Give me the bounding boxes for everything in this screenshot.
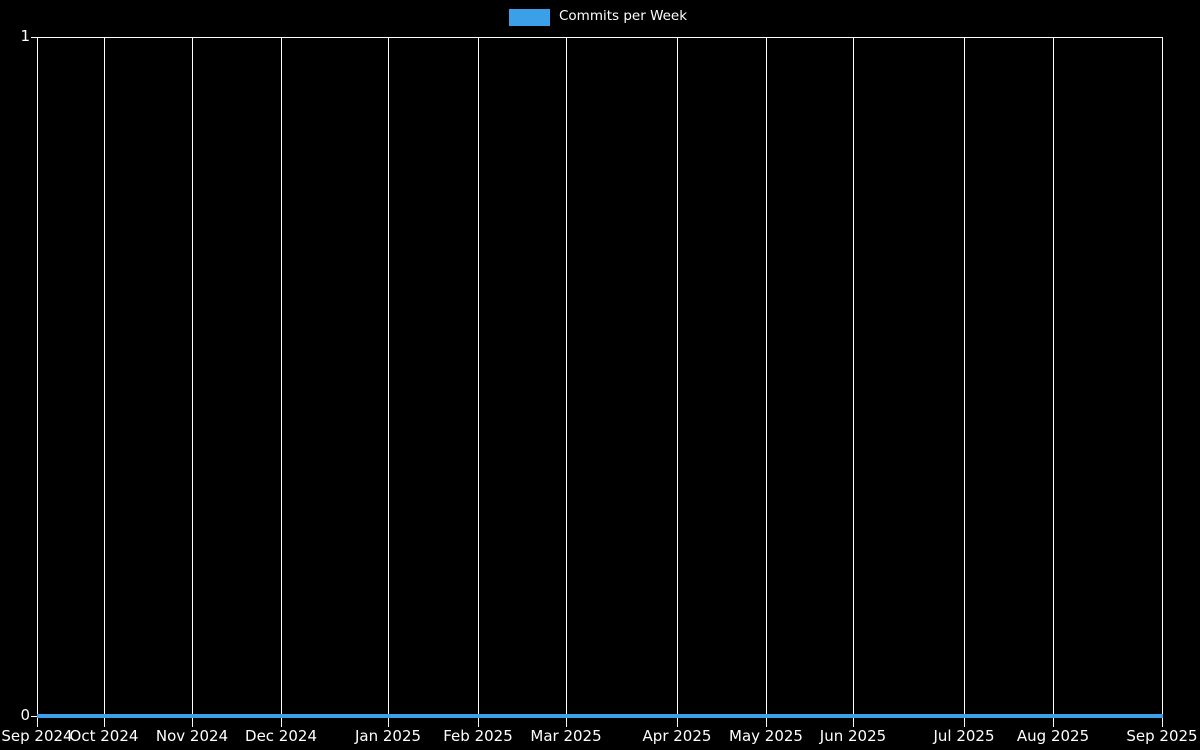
y-tick-mark-0 [31, 716, 37, 717]
gridline-oct-2024 [104, 37, 105, 717]
x-tick-label-jan-2025: Jan 2025 [354, 727, 422, 745]
gridline-apr-2025 [677, 37, 678, 717]
axis-top-spine [37, 37, 1163, 38]
legend-color-swatch [509, 8, 550, 26]
axis-left-spine [37, 37, 38, 717]
x-tick-label-feb-2025: Feb 2025 [443, 727, 513, 745]
gridline-may-2025 [766, 37, 767, 717]
x-tick-label-may-2025: May 2025 [729, 727, 803, 745]
gridline-aug-2025 [1053, 37, 1054, 717]
chart-legend: Commits per Week [509, 6, 687, 28]
x-tick-label-dec-2024: Dec 2024 [245, 727, 317, 745]
series-line-commits-per-week [37, 714, 1163, 718]
gridline-mar-2025 [566, 37, 567, 717]
x-tick-label-mar-2025: Mar 2025 [530, 727, 602, 745]
y-tick-label-1: 1 [20, 27, 30, 45]
gridline-jan-2025 [388, 37, 389, 717]
gridline-jun-2025 [853, 37, 854, 717]
gridline-dec-2024 [281, 37, 282, 717]
y-tick-mark-1 [31, 37, 37, 38]
gridline-feb-2025 [478, 37, 479, 717]
x-tick-label-jun-2025: Jun 2025 [819, 727, 887, 745]
x-tick-label-sep-2025: Sep 2025 [1126, 727, 1198, 745]
gridline-nov-2024 [192, 37, 193, 717]
x-tick-label-sep-2024: Sep 2024 [1, 727, 73, 745]
x-tick-label-nov-2024: Nov 2024 [155, 727, 229, 745]
x-tick-label-jul-2025: Jul 2025 [933, 727, 995, 745]
legend-label: Commits per Week [559, 8, 688, 25]
x-tick-label-apr-2025: Apr 2025 [642, 727, 712, 745]
x-tick-label-oct-2024: Oct 2024 [69, 727, 139, 745]
y-tick-label-0: 0 [20, 706, 30, 724]
x-tick-label-aug-2025: Aug 2025 [1016, 727, 1090, 745]
axis-right-spine [1162, 37, 1163, 717]
plot-area [37, 37, 1162, 716]
gridline-jul-2025 [964, 37, 965, 717]
